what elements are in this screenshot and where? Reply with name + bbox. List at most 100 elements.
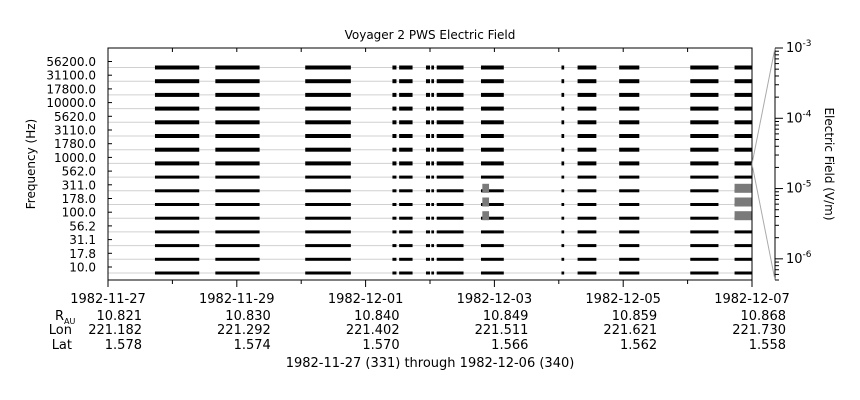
x-tick-label: 1982-12-05 — [585, 292, 661, 307]
ephemeris-r-value: 10.868 — [741, 309, 787, 324]
data-band — [305, 216, 351, 220]
colorbar-link-bottom — [751, 163, 776, 281]
data-band — [734, 134, 752, 138]
data-band — [619, 189, 640, 193]
data-band — [734, 147, 752, 152]
enhanced-emission — [734, 197, 752, 207]
data-band — [436, 161, 464, 166]
data-band — [734, 120, 752, 125]
data-band — [392, 175, 397, 179]
data-band — [392, 216, 397, 220]
data-band — [431, 216, 435, 220]
r-au-label: RAU — [55, 309, 76, 326]
data-band — [480, 189, 504, 193]
data-band — [436, 257, 464, 261]
y-tick-labels: 10.017.831.156.2100.0178.0311.0562.01000… — [46, 55, 112, 275]
data-band — [215, 161, 260, 166]
data-band — [619, 230, 640, 234]
data-band — [436, 189, 464, 193]
data-band — [619, 134, 640, 138]
data-band — [215, 244, 260, 248]
data-band — [436, 216, 464, 220]
data-band — [431, 147, 435, 152]
data-band — [436, 230, 464, 234]
data-band — [154, 203, 200, 206]
data-band — [561, 216, 565, 220]
ephemeris-r-value: 10.849 — [483, 309, 529, 324]
data-band — [619, 106, 640, 111]
data-band — [690, 106, 719, 111]
data-band — [305, 134, 351, 138]
data-band — [561, 230, 565, 234]
data-band — [154, 161, 200, 166]
y-tick-label: 17800.0 — [46, 82, 96, 96]
data-band — [619, 92, 640, 97]
data-band — [425, 175, 430, 179]
data-band — [154, 175, 200, 179]
data-band — [619, 257, 640, 261]
data-band — [619, 120, 640, 125]
data-band — [577, 189, 597, 193]
data-band — [436, 147, 464, 152]
data-band — [431, 134, 435, 138]
data-band — [577, 79, 597, 84]
data-band — [399, 175, 413, 179]
data-band — [577, 92, 597, 97]
data-band — [690, 189, 719, 193]
data-band — [619, 147, 640, 152]
y-tick-label: 1780.0 — [54, 137, 96, 151]
data-band — [305, 244, 351, 248]
y-tick-label: 31.1 — [69, 233, 96, 247]
data-band — [577, 244, 597, 248]
data-band — [480, 147, 504, 152]
data-band — [734, 161, 752, 166]
colorbar-label: Electric Field (V/m) — [822, 107, 836, 220]
y-tick-label: 100.0 — [62, 206, 96, 220]
data-band — [436, 92, 464, 97]
data-band — [431, 230, 435, 234]
data-band — [690, 147, 719, 152]
data-band — [561, 147, 565, 152]
data-band — [425, 120, 430, 125]
data-band — [305, 161, 351, 166]
data-band — [425, 271, 430, 275]
data-band — [577, 65, 597, 70]
data-band — [392, 244, 397, 248]
data-band — [431, 189, 435, 193]
y-axis-label: Frequency (Hz) — [24, 119, 38, 210]
data-band — [154, 230, 200, 234]
data-band — [392, 257, 397, 261]
colorbar: 10-3 10-4 10-5 10-6 — [751, 39, 812, 281]
data-band — [734, 79, 752, 84]
ephemeris-r-value: 10.830 — [225, 309, 271, 324]
data-band — [734, 65, 752, 70]
y-tick-label: 10000.0 — [46, 96, 96, 110]
data-band — [425, 189, 430, 193]
data-band — [392, 189, 397, 193]
data-band — [431, 244, 435, 248]
data-band — [734, 92, 752, 97]
data-band — [392, 65, 397, 70]
data-band — [577, 147, 597, 152]
data-band — [561, 134, 565, 138]
enhanced-emission — [734, 211, 752, 221]
data-band — [154, 147, 200, 152]
data-band — [399, 106, 413, 111]
data-band — [154, 120, 200, 125]
x-tick-label: 1982-11-29 — [199, 292, 275, 307]
data-band — [734, 175, 752, 179]
data-band — [577, 161, 597, 166]
x-tick-label: 1982-12-03 — [457, 292, 533, 307]
enhanced-emission — [482, 197, 490, 207]
data-band — [734, 230, 752, 234]
data-band — [436, 65, 464, 70]
data-band — [690, 244, 719, 248]
data-band — [480, 257, 504, 261]
data-band — [431, 175, 435, 179]
y-tick-label: 562.0 — [62, 165, 96, 179]
data-band — [619, 271, 640, 275]
chart-title: Voyager 2 PWS Electric Field — [345, 28, 516, 42]
data-band — [619, 79, 640, 84]
ephemeris-lat-value: 1.566 — [491, 338, 528, 353]
